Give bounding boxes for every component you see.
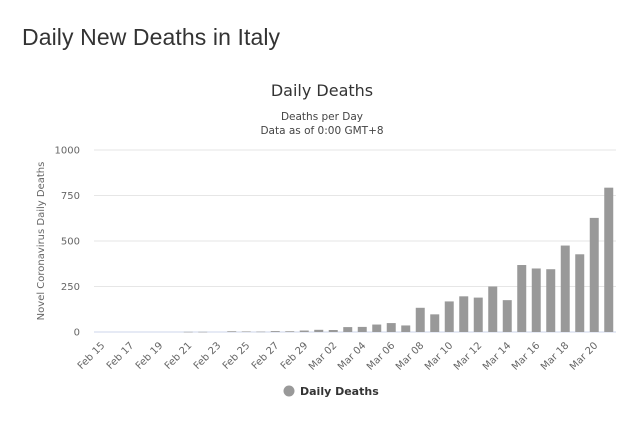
bar[interactable] — [386, 323, 396, 332]
y-tick-label: 500 — [61, 237, 80, 248]
bar[interactable] — [560, 245, 570, 332]
x-tick-label: Feb 17 — [105, 340, 137, 372]
bar[interactable] — [227, 331, 237, 332]
y-tick-label: 1000 — [55, 146, 80, 157]
x-tick-label: Mar 06 — [365, 340, 397, 372]
bar[interactable] — [314, 329, 324, 332]
bar[interactable] — [241, 331, 251, 332]
x-tick-label: Feb 21 — [163, 340, 195, 372]
x-tick-label: Feb 25 — [221, 340, 253, 372]
bar[interactable] — [430, 314, 440, 332]
bar[interactable] — [270, 331, 280, 332]
x-tick-label: Feb 27 — [250, 340, 282, 372]
bar[interactable] — [459, 296, 469, 332]
bar[interactable] — [256, 331, 266, 333]
bar[interactable] — [546, 269, 556, 332]
bars — [183, 187, 614, 333]
bar[interactable] — [531, 268, 541, 332]
y-tick-labels: 0 250 500 750 1000 — [55, 146, 80, 339]
bar[interactable] — [299, 330, 309, 332]
legend-marker — [283, 385, 295, 397]
chart-title: Daily Deaths — [271, 81, 373, 100]
x-tick-label: Mar 12 — [452, 340, 484, 372]
x-tick-label: Mar 18 — [539, 340, 571, 372]
chart-subtitle-line-1: Deaths per Day — [281, 111, 363, 123]
x-tick-label: Mar 08 — [394, 340, 426, 372]
bar[interactable] — [488, 286, 498, 333]
x-tick-label: Mar 04 — [336, 340, 368, 372]
x-tick-label: Mar 14 — [481, 340, 513, 372]
bar[interactable] — [502, 300, 512, 332]
bar[interactable] — [343, 327, 353, 332]
bar[interactable] — [604, 187, 614, 332]
legend-label: Daily Deaths — [300, 385, 379, 398]
bar[interactable] — [473, 297, 483, 332]
x-tick-label: Mar 20 — [568, 340, 600, 372]
bar[interactable] — [589, 217, 599, 332]
x-tick-label: Feb 23 — [192, 340, 224, 372]
legend-item-daily-deaths[interactable]: Daily Deaths — [283, 385, 380, 398]
x-tick-label: Feb 19 — [134, 340, 166, 372]
x-tick-label: Mar 16 — [510, 340, 542, 372]
bar[interactable] — [285, 331, 295, 332]
chart-subtitle-line-2: Data as of 0:00 GMT+8 — [260, 125, 383, 137]
bar[interactable] — [444, 301, 454, 332]
bar[interactable] — [575, 254, 585, 332]
bar[interactable] — [183, 331, 193, 333]
bar[interactable] — [415, 307, 425, 332]
x-tick-label: Feb 15 — [76, 340, 108, 372]
bar[interactable] — [357, 326, 367, 332]
bar[interactable] — [401, 325, 411, 332]
page-title: Daily New Deaths in Italy — [22, 24, 281, 50]
y-axis-title: Novel Coronavirus Daily Deaths — [36, 162, 47, 321]
x-tick-label: Mar 10 — [423, 340, 455, 372]
x-tick-label: Mar 02 — [307, 340, 339, 372]
gridlines — [94, 149, 616, 333]
y-tick-label: 750 — [61, 191, 80, 202]
x-tick-label: Feb 29 — [279, 340, 311, 372]
bar[interactable] — [517, 265, 527, 332]
bar[interactable] — [372, 324, 382, 332]
bar[interactable] — [328, 330, 338, 332]
y-tick-label: 250 — [61, 282, 80, 293]
y-tick-label: 0 — [74, 328, 80, 339]
bar[interactable] — [198, 331, 208, 333]
